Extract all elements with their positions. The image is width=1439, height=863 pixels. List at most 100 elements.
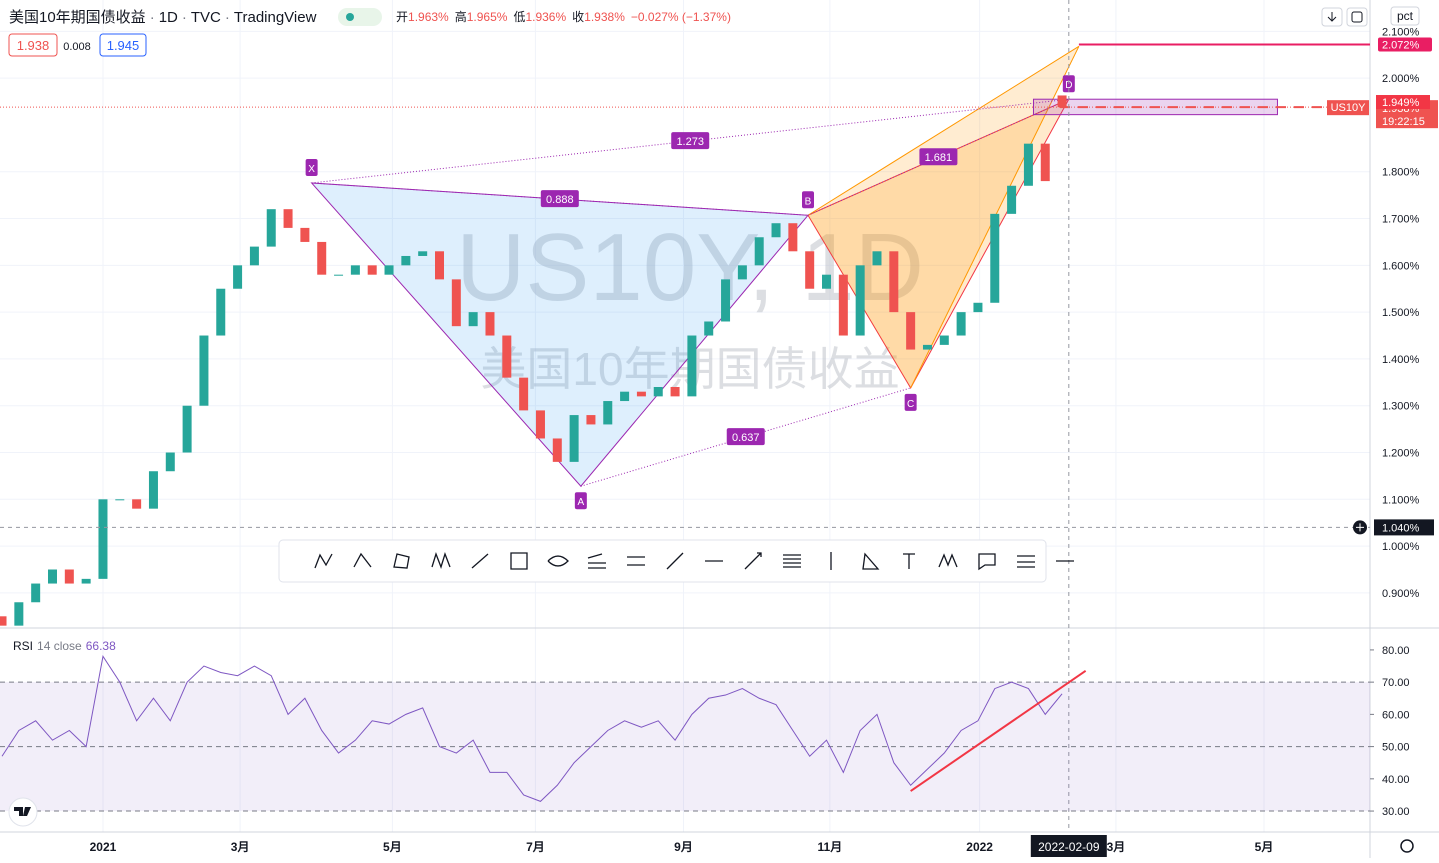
status-pill (338, 8, 382, 26)
toolbar-button[interactable] (510, 552, 528, 570)
ratio-badge (726, 428, 765, 446)
toolbar-icon (471, 553, 489, 569)
candle-body (367, 265, 377, 275)
separator: · (150, 9, 155, 26)
ratio-label: 0.637 (732, 432, 760, 444)
y-tick-label: 1.600% (1382, 260, 1420, 272)
quote-box[interactable] (8, 33, 58, 57)
toolbar-button[interactable] (353, 552, 372, 568)
candle-body (249, 246, 259, 266)
candle-body (737, 265, 747, 280)
y-tick-label: 1.300% (1382, 401, 1420, 413)
icon (1327, 12, 1337, 22)
candle-body (81, 578, 91, 584)
scale-button[interactable] (1390, 6, 1420, 26)
candle-body (14, 602, 24, 626)
y-tick-label: 1.500% (1382, 307, 1420, 319)
toolbar-button[interactable] (1017, 555, 1035, 568)
settings-icon[interactable] (1400, 839, 1414, 853)
candle-body (990, 213, 1000, 303)
toolbar-icon (627, 556, 645, 566)
point-label: X (308, 164, 315, 175)
quote-bid: 1.938 (17, 38, 50, 53)
ohlc-open: 1.963% (408, 10, 449, 24)
separator: · (225, 9, 230, 26)
ohlc-low_label: 低 (513, 10, 525, 24)
symbol-tag: US10Y (1331, 102, 1367, 114)
point-label: B (805, 196, 812, 207)
toolbar-button[interactable] (431, 552, 451, 569)
candle-body (47, 569, 57, 584)
separator: · (182, 9, 187, 26)
toolbar-icon (587, 553, 606, 569)
candle-body (148, 471, 158, 509)
toolbar-button[interactable] (938, 553, 958, 568)
y-tick-label: 0.900% (1382, 588, 1420, 600)
ratio-label: 1.681 (925, 152, 953, 164)
y-tick-label: 2.000% (1382, 73, 1420, 85)
toolbar-button[interactable] (314, 553, 333, 569)
y-tick-label: 1.700% (1382, 214, 1420, 226)
candle-body (165, 452, 175, 472)
ratio-badge (540, 190, 579, 208)
point-badge (904, 393, 917, 411)
candle-body (653, 387, 663, 397)
x-tick-label: 9月 (674, 840, 693, 854)
toolbar-button[interactable] (587, 553, 606, 569)
header-title: 美国10年期国债收益 · 1D · TVC · TradingView (9, 9, 317, 26)
add-icon (1356, 523, 1364, 532)
toolbar-button[interactable] (783, 554, 801, 568)
point-badge (305, 158, 318, 176)
crosshair-x-label: 2022-02-09 (1038, 840, 1100, 854)
candle-body (502, 335, 512, 378)
toolbar-button[interactable] (666, 552, 684, 570)
candle-body (31, 583, 41, 603)
toolbar-button[interactable] (978, 553, 996, 571)
candle-body (233, 265, 243, 289)
toolbar-button[interactable] (471, 553, 489, 569)
x-tick-label: 2021 (90, 840, 117, 854)
ratio-label: 0.888 (546, 194, 574, 206)
toolbar-icon (510, 552, 528, 570)
toolbar-icon (547, 555, 569, 567)
rsi-tick-label: 30.00 (1382, 806, 1410, 818)
candle-body (889, 251, 899, 313)
candle-body (115, 499, 125, 501)
toolbar-icon (314, 553, 333, 569)
toolbar-button[interactable] (627, 556, 645, 566)
target-tag (1378, 37, 1432, 52)
toolbar-icon (393, 553, 410, 569)
logo-mark (14, 807, 31, 816)
toolbar-button[interactable] (903, 553, 915, 569)
y-tick-label: 1.000% (1382, 541, 1420, 553)
candle-body (569, 415, 579, 462)
header-interval: 1D (159, 9, 178, 26)
candle-body (300, 227, 310, 242)
quote-box[interactable] (99, 33, 147, 57)
toolbar-button[interactable] (862, 552, 880, 570)
candle-body (132, 499, 142, 509)
candle-body (670, 387, 680, 397)
rsi-legend-part: 66.38 (86, 639, 116, 653)
y-tick-label: 1.800% (1382, 167, 1420, 179)
toolbar-button[interactable] (547, 555, 569, 567)
candle-body (636, 391, 646, 397)
candle-body (956, 312, 966, 336)
x-tick-label: 2022 (966, 840, 993, 854)
rsi-tick-label: 50.00 (1382, 742, 1410, 754)
crosshair-x-box (1030, 835, 1107, 857)
candle-body (468, 312, 478, 327)
high-label: 1.949% (1382, 97, 1420, 109)
header-button[interactable] (1346, 7, 1368, 27)
toolbar-button[interactable] (393, 553, 410, 569)
rsi-tick-label: 60.00 (1382, 709, 1410, 721)
y-tick-label: 1.200% (1382, 448, 1420, 460)
candle-body (1057, 95, 1067, 108)
candle-body (435, 251, 445, 280)
toolbar-button[interactable] (744, 552, 762, 570)
candle-body (283, 209, 293, 228)
rsi-tick-label: 40.00 (1382, 774, 1410, 786)
rsi-tick-label: 80.00 (1382, 645, 1410, 657)
toolbar-icon (862, 552, 880, 570)
